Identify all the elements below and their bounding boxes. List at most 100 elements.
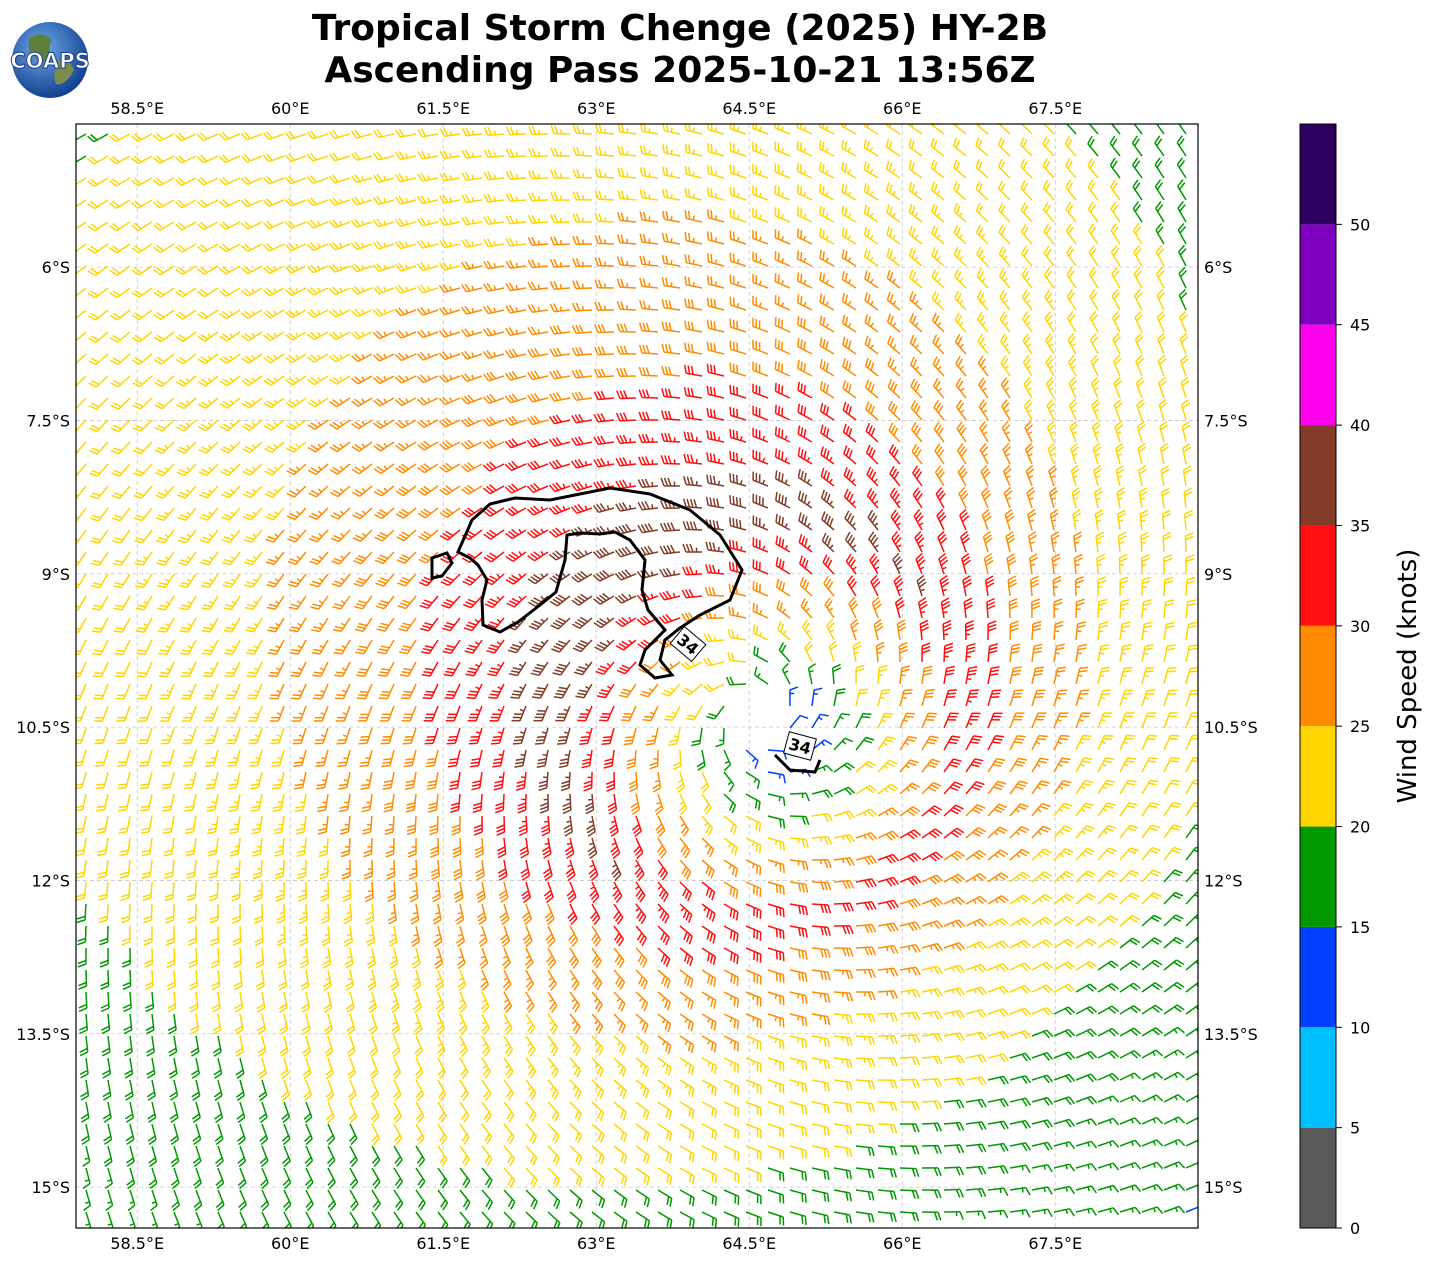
lat-tick-right-5: 13.5°S [1204,1025,1258,1044]
wind-barb [438,306,461,316]
wind-barb [953,246,967,267]
wind-barb [416,239,439,249]
wind-barb [616,234,637,245]
wind-barb [175,287,197,298]
wind-barb [841,314,857,333]
wind-barb [284,130,307,140]
wind-barb [461,238,483,248]
wind-barb [953,203,967,223]
wind-barb [262,153,285,163]
wind-barb [550,169,570,179]
wind-barb [550,214,571,224]
wind-barb [461,149,483,159]
wind-barb [416,351,439,361]
wind-barb [661,277,681,289]
wind-barb [218,131,241,141]
wind-barb [1177,179,1187,201]
wind-barb [1133,267,1143,289]
wind-barb [197,287,219,298]
wind-barb [218,154,241,164]
wind-barb [350,308,373,318]
wind-barb [528,148,549,158]
wind-barb [818,140,835,157]
wind-barb [707,143,725,157]
wind-barb [460,328,483,338]
wind-barb [1089,311,1099,333]
wind-barb [240,243,263,252]
wind-barbs [76,124,1198,1228]
wind-barb [483,305,505,315]
wind-barb [997,136,1011,157]
wind-barb [1110,201,1121,223]
wind-barb [350,218,373,228]
wind-barb [998,180,1011,201]
wind-barb [328,197,351,206]
wind-barb [131,221,153,232]
wind-barb [819,315,835,333]
wind-barb [796,228,813,245]
wind-barb [1179,310,1188,333]
wind-barb [87,221,109,232]
wind-barb [1065,223,1077,245]
wind-barb [131,331,153,343]
wind-barb [908,138,923,157]
wind-barb [285,309,307,319]
wind-barb [1109,157,1121,179]
wind-barb [999,289,1011,311]
wind-barb [284,287,307,296]
wind-barb [284,220,307,229]
wind-barb [218,221,241,230]
wind-barb [505,148,527,158]
wind-barb [638,322,659,333]
wind-barb [153,331,175,343]
wind-barb [152,155,175,164]
wind-barb [460,305,483,315]
wind-barb [863,248,879,267]
wind-barb [263,309,285,319]
wind-barb [909,269,923,289]
wind-barb [684,276,703,289]
wind-barb [461,261,483,271]
wind-barb [930,159,945,179]
wind-barb [864,270,879,289]
wind-barb [684,320,703,333]
wind-barb [752,229,769,245]
wind-barb [908,160,923,179]
wind-barb [1133,245,1143,267]
wind-barb [617,167,637,179]
wind-barb [527,281,549,291]
wind-barb [527,348,549,358]
wind-barb [372,151,395,161]
wind-barb [1066,267,1077,289]
wind-barb [439,194,461,204]
wind-barb [594,324,615,334]
wind-barb [350,286,373,295]
wind-barb [886,269,901,289]
wind-barb [461,171,483,181]
wind-barb [661,321,681,333]
wind-barb [1042,180,1055,201]
wind-barb [930,203,945,223]
wind-barb [864,314,879,333]
wind-barb [752,317,769,333]
wind-barb [572,258,593,268]
wind-barb [863,161,879,179]
wind-barb [841,292,857,311]
wind-barb [372,330,395,340]
wind-barb [1042,136,1055,157]
wind-barb [87,199,109,210]
wind-barb [572,280,593,290]
wind-barb [328,219,351,229]
wind-barb [394,195,417,205]
wind-barb [594,301,615,311]
lon-tick-bottom-6: 67.5°E [1028,1234,1082,1253]
wind-barb [505,326,527,337]
wind-barb [152,133,175,142]
wind-barb [975,180,989,201]
wind-barb [329,353,351,363]
wind-barb [729,164,747,179]
wind-barb [1087,201,1099,223]
wind-barb [461,127,483,137]
wind-barb [438,284,461,294]
wind-barb [241,331,263,342]
